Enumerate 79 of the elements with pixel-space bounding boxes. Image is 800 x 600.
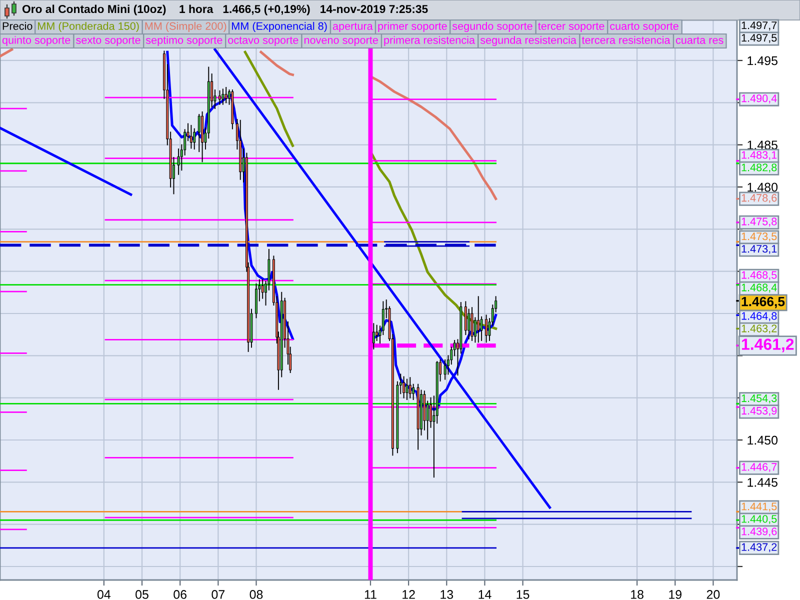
text: 1.463,2 bbox=[742, 324, 777, 334]
text: 1.473,5 bbox=[742, 232, 777, 242]
text: 1.490,4 bbox=[742, 94, 777, 104]
chart-title: Oro al Contado Mini (10oz) bbox=[22, 4, 166, 16]
candlestick bbox=[408, 377, 412, 398]
text: tercer soporte bbox=[538, 22, 604, 32]
candlestick bbox=[218, 90, 221, 105]
text: MM (Exponencial 8) bbox=[232, 22, 327, 32]
candlestick bbox=[224, 86, 228, 104]
text: 1.497,7 bbox=[742, 21, 777, 30]
text: MM (Ponderada 150) bbox=[38, 22, 139, 32]
x-tick-label: 18 bbox=[631, 590, 644, 599]
legend-label: quinto soporte bbox=[2, 36, 70, 46]
candlestick bbox=[376, 324, 378, 341]
text: tercera resistencia bbox=[582, 36, 670, 44]
candlestick bbox=[485, 314, 488, 343]
candlestick bbox=[412, 384, 415, 400]
text: 1.464,8 bbox=[742, 312, 777, 322]
text: 1.483,1 bbox=[742, 151, 777, 160]
x-tick-label: 11 bbox=[364, 590, 376, 599]
candlestick bbox=[193, 128, 196, 150]
y-tick-label: 1.450 bbox=[748, 436, 778, 445]
candlestick bbox=[470, 307, 474, 341]
legend-label: octavo soporte bbox=[228, 36, 298, 46]
text: 1.478,6 bbox=[742, 194, 777, 203]
text: 1.437,2 bbox=[742, 543, 777, 552]
candlestick bbox=[198, 114, 200, 152]
legend-label: noveno soporte bbox=[304, 36, 378, 46]
text: 1.453,9 bbox=[742, 406, 777, 416]
y-tick-label: 1.495 bbox=[748, 56, 778, 66]
text: 1.468,5 bbox=[742, 271, 777, 280]
x-tick-label: 08 bbox=[250, 590, 263, 599]
text: 1.439,6 bbox=[742, 528, 777, 537]
candlestick bbox=[444, 359, 446, 380]
x-tick-label: 04 bbox=[97, 590, 111, 599]
legend-label: cuarto soporte bbox=[610, 22, 678, 32]
text: 1.461,2 bbox=[742, 338, 794, 352]
candlestick bbox=[406, 378, 408, 400]
text: 1.446,7 bbox=[742, 463, 777, 472]
text: 1.473,1 bbox=[742, 244, 777, 254]
text: 1.482,8 bbox=[742, 164, 777, 173]
text: 1.475,8 bbox=[742, 218, 777, 227]
text: segunda resistencia bbox=[480, 36, 576, 46]
candlestick bbox=[177, 148, 180, 175]
candlestick bbox=[477, 296, 480, 343]
text: 1.441,5 bbox=[742, 502, 777, 512]
x-tick-label: 05 bbox=[136, 590, 148, 599]
candlestick bbox=[372, 323, 375, 350]
legend-label: sexto soporte bbox=[76, 36, 140, 46]
y-tick-label: 1.480 bbox=[748, 182, 778, 192]
text: primera resistencia bbox=[384, 36, 476, 46]
text: cuarta res bbox=[676, 36, 724, 44]
text: 1.466,5 bbox=[742, 296, 785, 308]
chart-subtitle: 1 hora 1.466,5 (+0,19%) 14-nov-2019 7:25:35 bbox=[180, 4, 428, 16]
candlestick bbox=[222, 88, 224, 105]
text: Precio bbox=[2, 22, 32, 30]
y-tick-label: 1.445 bbox=[748, 478, 778, 487]
x-tick-label: 12 bbox=[402, 590, 415, 599]
x-tick-label: 13 bbox=[440, 590, 454, 599]
x-tick-label: 19 bbox=[669, 590, 682, 599]
candlestick bbox=[468, 308, 470, 340]
candlestick bbox=[261, 279, 264, 299]
x-tick-label: 14 bbox=[478, 590, 492, 599]
text: 1.497,5 bbox=[742, 34, 777, 43]
text: 1.468,4 bbox=[742, 284, 777, 293]
text: apertura bbox=[332, 22, 373, 32]
x-tick-label: 06 bbox=[174, 590, 186, 599]
text: 1.454,3 bbox=[742, 394, 777, 404]
candlestick bbox=[190, 124, 192, 149]
text: primer soporte bbox=[378, 22, 447, 32]
candlestick bbox=[464, 301, 467, 336]
x-tick-label: 20 bbox=[706, 590, 720, 599]
candlestick bbox=[402, 376, 406, 398]
text: 1.440,5 bbox=[742, 515, 777, 524]
text: segundo soporte bbox=[452, 22, 532, 32]
legend-label: septimo soporte bbox=[146, 36, 222, 46]
text: MM (Simple 200) bbox=[145, 22, 226, 32]
x-tick-label: 15 bbox=[516, 590, 530, 599]
x-tick-label: 07 bbox=[212, 590, 224, 599]
